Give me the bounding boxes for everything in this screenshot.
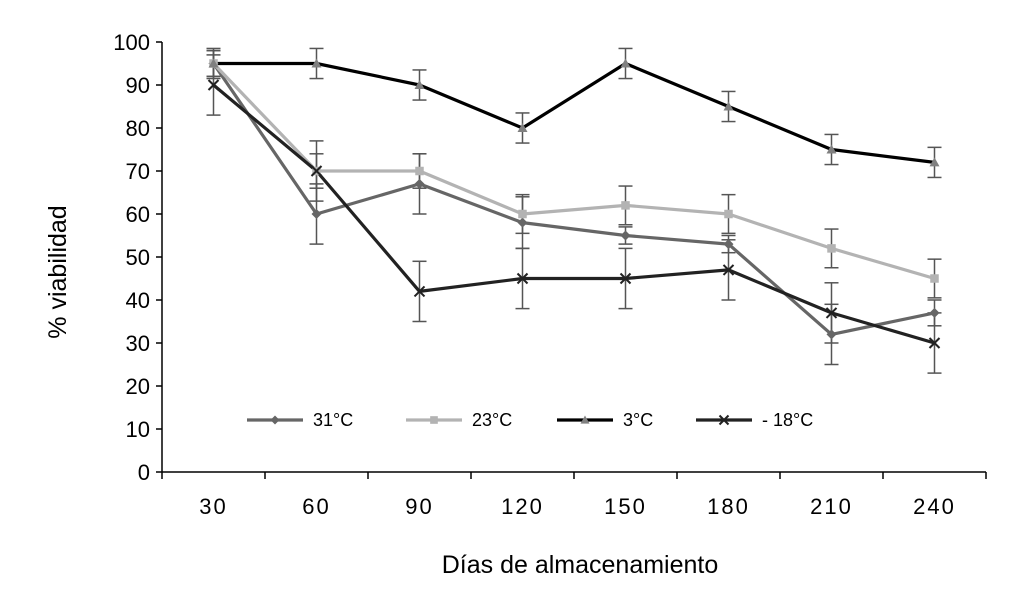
legend-label: - 18°C <box>762 410 813 430</box>
x-ticks: 30 60 90 120 150 180 210 240 <box>161 472 987 519</box>
data-point-square <box>724 209 733 219</box>
x-tick-label: 240 <box>913 494 956 519</box>
data-point-square <box>415 166 424 176</box>
x-tick-label: 30 <box>199 494 227 519</box>
data-point-x <box>413 285 426 298</box>
data-point-x-stroke <box>619 272 632 285</box>
legend-label: 3°C <box>623 410 653 430</box>
legend-item: - 18°C <box>696 410 813 430</box>
error-bars <box>206 47 942 374</box>
data-point-x <box>928 337 941 349</box>
data-point-triangle <box>580 415 590 424</box>
legend-item: 3°C <box>557 410 653 430</box>
data-point-x <box>310 165 323 177</box>
data-point-square <box>430 416 438 424</box>
data-point-x-stroke <box>310 165 323 177</box>
data-point-x-stroke <box>207 79 220 91</box>
y-tick-label: 60 <box>126 202 150 227</box>
y-tick-label: 0 <box>138 460 150 485</box>
data-point-x <box>825 307 838 319</box>
data-point-diamond <box>929 307 940 318</box>
data-point-diamond <box>620 230 631 241</box>
data-point-diamond <box>517 217 528 228</box>
data-point-x <box>619 272 632 285</box>
data-point-diamond <box>723 239 734 250</box>
series-line <box>212 83 935 345</box>
data-point-square <box>518 209 527 219</box>
y-tick-label: 90 <box>126 73 150 98</box>
series-lines <box>212 61 935 345</box>
y-tick-label: 30 <box>126 331 150 356</box>
data-point-x-stroke <box>722 264 735 276</box>
series-line <box>213 61 935 164</box>
data-point-triangle <box>311 58 322 68</box>
legend-item: 23°C <box>406 410 512 430</box>
data-point-x <box>207 79 220 91</box>
x-tick-label: 150 <box>604 494 647 519</box>
x-tick-label: 60 <box>302 494 330 519</box>
x-tick-label: 90 <box>405 494 433 519</box>
data-point-x <box>718 414 730 426</box>
data-point-square <box>930 274 939 283</box>
y-tick-label: 40 <box>126 288 150 313</box>
data-point-triangle <box>723 101 734 111</box>
y-tick-label: 70 <box>126 159 150 184</box>
data-point-x <box>516 272 529 285</box>
y-tick-label: 10 <box>126 417 150 442</box>
data-point-square <box>621 201 630 210</box>
y-ticks: 0 10 20 30 40 50 60 70 80 90 100 <box>113 30 162 485</box>
data-point-triangle <box>414 80 425 89</box>
data-point-diamond <box>270 415 280 425</box>
y-tick-label: 20 <box>126 374 150 399</box>
data-point-x <box>722 264 735 276</box>
y-axis-title: % viabilidad <box>44 205 72 338</box>
data-point-triangle <box>929 157 940 167</box>
legend-label: 23°C <box>472 410 512 430</box>
x-tick-label: 210 <box>810 494 853 519</box>
y-tick-label: 50 <box>126 245 150 270</box>
data-point-triangle <box>620 58 631 68</box>
series-line <box>212 62 935 336</box>
data-point-triangle <box>517 123 528 132</box>
y-tick-label: 80 <box>126 116 150 141</box>
data-point-diamond <box>414 178 425 189</box>
series-line <box>212 62 935 281</box>
legend-label: 31°C <box>313 410 353 430</box>
data-point-x-stroke <box>928 337 941 349</box>
data-point-x-stroke <box>825 307 838 319</box>
x-tick-label: 180 <box>707 494 750 519</box>
data-point-diamond <box>311 209 322 219</box>
legend-item: 31°C <box>247 410 353 430</box>
data-point-x-stroke <box>413 285 426 298</box>
data-point-x-stroke <box>516 272 529 285</box>
data-point-square <box>827 244 836 253</box>
data-point-triangle <box>826 144 837 154</box>
data-point-triangle <box>208 58 219 68</box>
data-point-x-stroke <box>718 414 730 426</box>
data-point-diamond <box>826 329 837 340</box>
x-axis-title: Días de almacenamiento <box>442 551 719 579</box>
x-tick-label: 120 <box>501 494 544 519</box>
legend: 31°C 23°C 3°C - 18°C <box>247 410 813 430</box>
series-markers <box>207 58 941 349</box>
y-tick-label: 100 <box>113 30 150 55</box>
